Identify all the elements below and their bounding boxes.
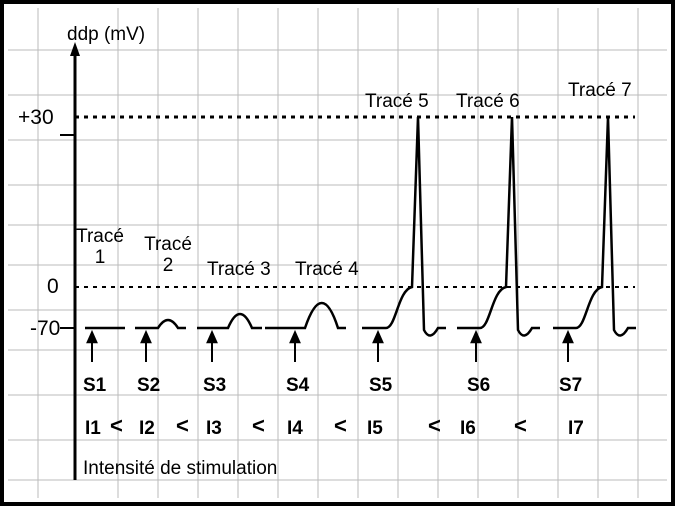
intensity-label: I5 bbox=[367, 418, 383, 439]
stimulus-label: S4 bbox=[286, 375, 310, 396]
y-label: -70 bbox=[30, 317, 61, 340]
intensity-label: I4 bbox=[287, 418, 303, 439]
trace-label: Tracé 5 bbox=[365, 91, 429, 112]
stimulus-label: S3 bbox=[203, 375, 227, 396]
stimulus-label: S1 bbox=[83, 375, 107, 396]
comparator: < bbox=[110, 413, 123, 438]
trace-label: Tracé 7 bbox=[568, 80, 632, 101]
stimulus-label: S7 bbox=[559, 375, 583, 396]
comparator: < bbox=[334, 413, 347, 438]
axis-label: ddp (mV) bbox=[67, 24, 146, 45]
comparator: < bbox=[428, 413, 441, 438]
trace bbox=[197, 312, 262, 330]
comparator: < bbox=[252, 413, 265, 438]
x-label: Intensité de stimulation bbox=[83, 458, 278, 479]
trace bbox=[135, 318, 186, 330]
trace-label: Tracé 6 bbox=[456, 91, 520, 112]
grid bbox=[8, 8, 667, 498]
stimulus-label: S6 bbox=[467, 375, 491, 396]
stimulus-arrow bbox=[206, 329, 218, 344]
intensity-label: I3 bbox=[206, 418, 222, 439]
stimulus-arrow bbox=[289, 329, 301, 344]
trace bbox=[362, 116, 446, 337]
trace bbox=[457, 116, 540, 337]
trace bbox=[553, 116, 636, 337]
y-label: +30 bbox=[18, 106, 54, 129]
y-axis-arrow bbox=[70, 42, 80, 56]
trace-label: Tracé 2 bbox=[144, 234, 192, 276]
stimulus-arrow bbox=[140, 329, 152, 344]
stimulus-label: S2 bbox=[137, 375, 161, 396]
intensity-label: I2 bbox=[139, 418, 155, 439]
trace-label: Tracé 4 bbox=[295, 259, 359, 280]
y-label: 0 bbox=[47, 275, 59, 298]
stimulus-arrow bbox=[372, 329, 384, 344]
intensity-label: I6 bbox=[460, 418, 476, 439]
trace-label: Tracé 1 bbox=[76, 226, 124, 268]
trace bbox=[265, 301, 346, 330]
stimulus-arrow bbox=[86, 329, 98, 344]
stimulus-arrow bbox=[562, 329, 574, 344]
comparator: < bbox=[176, 413, 189, 438]
stimulus-label: S5 bbox=[369, 375, 393, 396]
intensity-label: I1 bbox=[85, 418, 101, 439]
stimulus-arrow bbox=[470, 329, 482, 344]
intensity-label: I7 bbox=[568, 418, 584, 439]
comparator: < bbox=[514, 413, 527, 438]
traces bbox=[85, 116, 636, 362]
trace-label: Tracé 3 bbox=[207, 259, 271, 280]
